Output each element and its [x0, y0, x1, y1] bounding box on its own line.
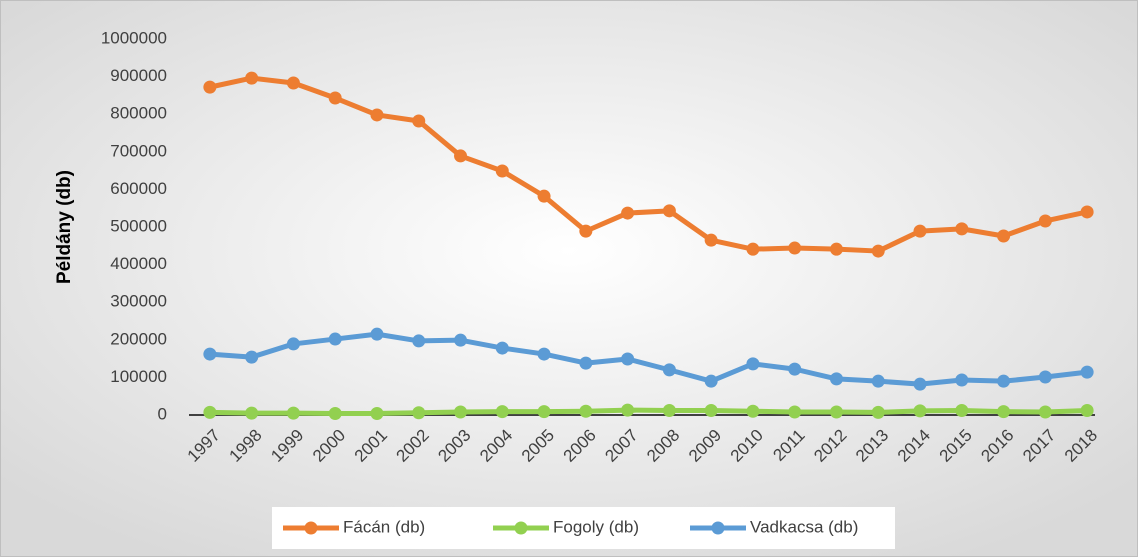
point [579, 404, 593, 418]
y-tick-label: 200000 [110, 329, 167, 348]
point [495, 405, 509, 419]
point [788, 362, 802, 376]
legend-label: Fogoly (db) [553, 517, 639, 536]
point [203, 80, 217, 94]
y-tick-label: 300000 [110, 292, 167, 311]
y-tick-label: 700000 [110, 141, 167, 160]
point [997, 374, 1011, 388]
point [495, 164, 509, 178]
point [662, 204, 676, 218]
point [286, 406, 300, 420]
point [454, 333, 468, 347]
point [829, 372, 843, 386]
point [1080, 365, 1094, 379]
point [955, 373, 969, 387]
point [662, 363, 676, 377]
point [829, 242, 843, 256]
point [1038, 405, 1052, 419]
point [955, 222, 969, 236]
point [203, 347, 217, 361]
point [913, 404, 927, 418]
legend-label: Vadkacsa (db) [750, 517, 858, 536]
legend-marker [711, 521, 725, 535]
point [955, 403, 969, 417]
point [871, 405, 885, 419]
point [579, 224, 593, 238]
point [621, 352, 635, 366]
point [746, 357, 760, 371]
point [913, 224, 927, 238]
point [788, 241, 802, 255]
point [328, 406, 342, 420]
point [704, 374, 718, 388]
point [203, 405, 217, 419]
point [286, 76, 300, 90]
point [579, 356, 593, 370]
point [245, 71, 259, 85]
y-tick-label: 800000 [110, 104, 167, 123]
series-line [209, 407, 1088, 416]
y-tick-label: 900000 [110, 66, 167, 85]
point [621, 403, 635, 417]
point [537, 189, 551, 203]
series-line [209, 75, 1088, 254]
point [286, 337, 300, 351]
y-tick-label: 100000 [110, 367, 167, 386]
point [704, 403, 718, 417]
point [746, 242, 760, 256]
point [746, 404, 760, 418]
y-tick-label: 600000 [110, 179, 167, 198]
point [537, 347, 551, 361]
point [871, 244, 885, 258]
point [997, 405, 1011, 419]
point [370, 406, 384, 420]
legend-marker [304, 521, 318, 535]
point [621, 206, 635, 220]
point [245, 406, 259, 420]
legend-label: Fácán (db) [343, 517, 425, 536]
point [495, 341, 509, 355]
point [454, 405, 468, 419]
y-axis-title: Példány (db) [54, 170, 75, 284]
point [1038, 370, 1052, 384]
legend-box [272, 507, 895, 549]
point [1080, 205, 1094, 219]
y-tick-label: 500000 [110, 216, 167, 235]
point [662, 403, 676, 417]
series-line [209, 331, 1088, 387]
legend-marker [514, 521, 528, 535]
y-tick-label: 1000000 [101, 28, 167, 47]
point [1038, 214, 1052, 228]
point [537, 405, 551, 419]
point [1080, 403, 1094, 417]
point [412, 406, 426, 420]
point [997, 229, 1011, 243]
point [370, 327, 384, 341]
point [412, 334, 426, 348]
point [788, 405, 802, 419]
point [704, 233, 718, 247]
point [412, 114, 426, 128]
point [829, 405, 843, 419]
point [871, 374, 885, 388]
y-tick-label: 0 [158, 404, 167, 423]
point [328, 91, 342, 105]
point [245, 350, 259, 364]
point [454, 149, 468, 163]
y-tick-label: 400000 [110, 254, 167, 273]
point [913, 377, 927, 391]
point [370, 108, 384, 122]
point [328, 332, 342, 346]
